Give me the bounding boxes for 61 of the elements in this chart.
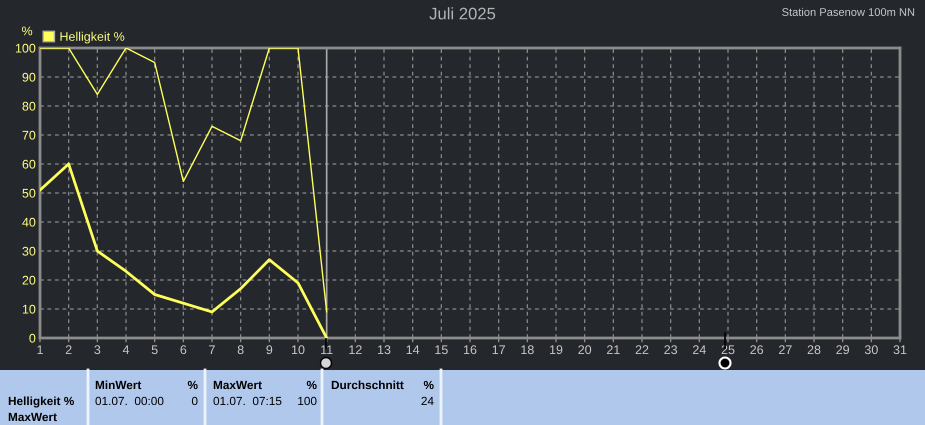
x-tick-label: 11 xyxy=(321,345,333,354)
text: % xyxy=(188,380,198,390)
text: 01.07. 00:00 xyxy=(95,396,164,406)
x-tick-label: 26 xyxy=(750,345,764,354)
x-tick-label: 4 xyxy=(122,345,130,354)
y-tick-label: 70 xyxy=(22,130,36,140)
text: % xyxy=(424,380,434,390)
y-tick-label: 10 xyxy=(22,304,36,314)
x-tick-label: 19 xyxy=(550,345,562,354)
text: MinWert xyxy=(96,380,142,390)
x-tick-label: 15 xyxy=(435,345,448,354)
chart-subtitle: Station Pasenow 100m NN xyxy=(782,8,914,16)
x-tick-label: 29 xyxy=(836,345,850,354)
text: MaxWert xyxy=(8,412,57,422)
x-tick-label: 17 xyxy=(492,345,505,354)
text: % xyxy=(306,380,317,390)
y-tick-label: 20 xyxy=(22,276,36,285)
x-tick-label: 14 xyxy=(406,345,420,354)
line-series xyxy=(40,48,328,313)
x-tick-label: 12 xyxy=(349,345,362,354)
y-tick-label: 90 xyxy=(22,72,36,82)
x-tick-label: 7 xyxy=(209,345,215,354)
x-tick-label: 3 xyxy=(94,345,100,354)
x-tick-label: 10 xyxy=(292,345,304,354)
y-axis-title: % xyxy=(22,26,32,36)
text: 24 xyxy=(421,396,434,406)
y-tick-label: 40 xyxy=(22,218,36,227)
x-tick-label: 18 xyxy=(521,345,534,354)
text: Helligkeit % xyxy=(8,396,74,408)
legend-label: Helligkeit % xyxy=(60,32,124,44)
x-tick-label: 23 xyxy=(664,345,678,354)
x-tick-label: 5 xyxy=(152,345,158,354)
x-tick-label: 21 xyxy=(607,345,620,354)
x-tick-label: 31 xyxy=(894,345,906,354)
x-tick-label: 24 xyxy=(693,345,706,354)
y-tick-label: 30 xyxy=(22,246,36,256)
x-tick-label: 13 xyxy=(378,345,390,354)
text: Durchschnitt xyxy=(332,380,404,390)
text: MaxWert xyxy=(214,380,262,390)
x-tick-label: 20 xyxy=(578,345,592,354)
text: 0 xyxy=(192,396,198,406)
x-tick-label: 22 xyxy=(636,345,648,354)
y-tick-label: 100 xyxy=(16,44,36,53)
x-tick-label: 16 xyxy=(464,345,476,354)
text: 100 xyxy=(298,396,317,406)
line-series xyxy=(40,162,328,338)
text: 01.07. 07:15 xyxy=(213,396,282,406)
x-tick-label: 8 xyxy=(238,345,244,354)
x-tick-label: 28 xyxy=(808,345,820,354)
x-tick-label: 27 xyxy=(779,345,792,354)
x-tick-label: 1 xyxy=(37,345,43,354)
x-tick-label: 25 xyxy=(722,345,734,354)
y-tick-label: 60 xyxy=(22,160,36,169)
x-tick-label: 2 xyxy=(66,345,72,354)
y-tick-label: 50 xyxy=(22,188,36,198)
chart-title: Juli 2025 xyxy=(429,7,496,20)
y-tick-label: 0 xyxy=(29,334,36,343)
x-tick-label: 6 xyxy=(180,345,186,354)
x-tick-label: 9 xyxy=(266,345,272,354)
x-tick-label: 30 xyxy=(864,345,878,354)
y-tick-label: 80 xyxy=(22,102,36,111)
